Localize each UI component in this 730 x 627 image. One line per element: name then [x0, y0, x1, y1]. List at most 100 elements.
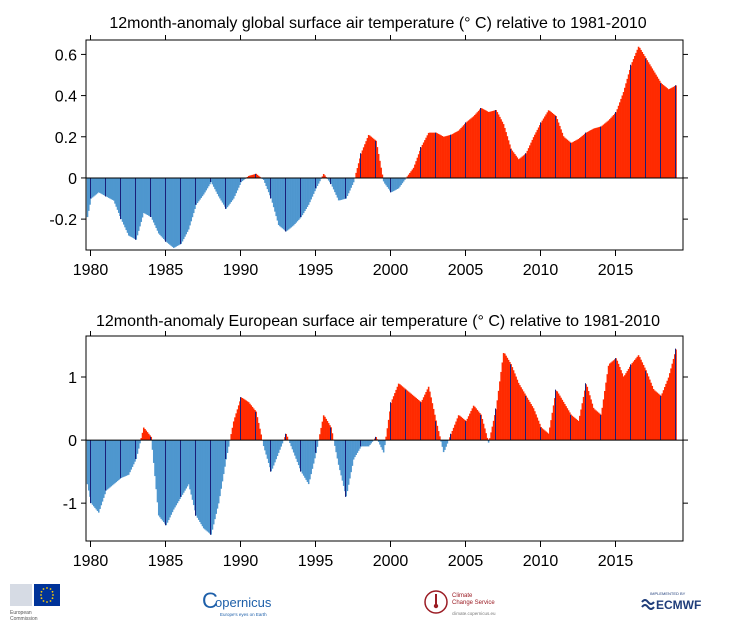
europe-bar	[215, 440, 217, 514]
global-bar	[516, 157, 519, 178]
europe-bar	[111, 440, 114, 486]
global-bar	[385, 177, 387, 186]
europe-bar	[492, 420, 495, 441]
global-bar	[252, 174, 255, 178]
global-bar	[380, 167, 382, 178]
global-bar	[651, 68, 654, 178]
global-bar	[289, 177, 291, 229]
global-bar	[492, 110, 495, 178]
europe-bar	[176, 440, 179, 504]
europe-bar	[285, 433, 287, 441]
global-bar	[411, 169, 414, 178]
europe-bar	[320, 427, 322, 441]
global-bar	[510, 148, 512, 178]
global-bar	[209, 177, 211, 185]
global-bar	[645, 58, 647, 178]
europe-bar	[212, 440, 215, 525]
europe-bar	[431, 403, 434, 441]
europe-bar	[166, 440, 169, 523]
global-bar	[154, 177, 156, 226]
europe-bar	[147, 433, 150, 441]
europe-bar	[249, 403, 251, 441]
global-bar	[99, 177, 101, 194]
global-bar	[647, 62, 650, 178]
europe-bar	[300, 440, 302, 472]
global-bar	[641, 51, 644, 178]
europe-bar	[647, 376, 650, 441]
europe-bar	[430, 397, 432, 441]
global-bar	[484, 109, 486, 178]
global-bar	[237, 177, 240, 188]
global-bar	[632, 59, 635, 178]
global-bar	[356, 168, 359, 178]
europe-bar	[340, 440, 342, 476]
europe-bar	[556, 391, 559, 441]
global-bars	[86, 46, 677, 248]
global-xtick-label: 1990	[223, 262, 259, 279]
europe-bar	[217, 440, 220, 504]
global-bar	[117, 177, 120, 213]
europe-bar	[566, 408, 569, 441]
global-bar	[450, 134, 452, 178]
europe-bar	[139, 440, 141, 444]
global-bar	[206, 177, 209, 189]
global-bar	[587, 131, 590, 178]
europe-bar	[645, 370, 647, 441]
global-bar	[511, 150, 514, 178]
europe-bar	[524, 393, 526, 441]
global-bar	[379, 160, 381, 178]
global-bar	[109, 177, 111, 199]
global-bar	[675, 85, 677, 178]
europe-bar	[421, 399, 424, 441]
europe-bar	[151, 440, 154, 450]
global-bar	[90, 177, 93, 199]
europe-bar	[512, 370, 515, 441]
global-bar	[284, 177, 286, 231]
europe-bar	[627, 368, 630, 441]
europe-bar	[360, 440, 362, 447]
europe-bar	[304, 440, 306, 478]
europe-bar	[540, 427, 542, 441]
europe-bar	[305, 440, 307, 480]
europe-bar	[225, 440, 227, 460]
global-bar	[451, 134, 454, 178]
europe-bar	[571, 415, 574, 441]
europe-bar	[597, 412, 600, 441]
global-bar	[212, 177, 215, 187]
europe-bar	[94, 440, 96, 508]
copernicus-name: opernicus	[215, 595, 272, 610]
global-bar	[304, 177, 306, 212]
europe-ytick-label: 0	[68, 433, 77, 450]
europe-bar	[91, 440, 94, 505]
global-bar	[141, 177, 144, 218]
global-bar	[575, 140, 577, 178]
global-bar	[164, 177, 166, 241]
global-xtick-label: 1995	[298, 262, 334, 279]
europe-bar	[170, 440, 173, 515]
global-bar	[131, 177, 134, 238]
europe-bar	[312, 440, 315, 464]
global-bar	[615, 112, 617, 178]
europe-bar	[422, 397, 425, 441]
global-bar	[670, 88, 672, 178]
global-bar	[481, 108, 484, 178]
global-bar	[620, 98, 622, 178]
europe-bar	[182, 440, 185, 493]
europe-bar	[380, 440, 382, 448]
global-bar	[504, 127, 506, 178]
europe-bar	[210, 440, 212, 535]
global-bar	[220, 177, 222, 201]
europe-ytick-label: 1	[68, 370, 77, 387]
europe-bar	[235, 413, 237, 441]
europe-bar	[379, 440, 381, 445]
global-bar	[546, 112, 549, 178]
global-bar	[497, 114, 500, 178]
europe-bar	[252, 408, 255, 441]
europe-bar	[570, 414, 572, 441]
global-bar	[361, 150, 364, 178]
europe-bar	[122, 440, 125, 477]
europe-bar	[606, 374, 609, 441]
global-bar	[315, 177, 317, 189]
europe-bar	[620, 370, 622, 441]
europe-bar	[532, 408, 535, 441]
